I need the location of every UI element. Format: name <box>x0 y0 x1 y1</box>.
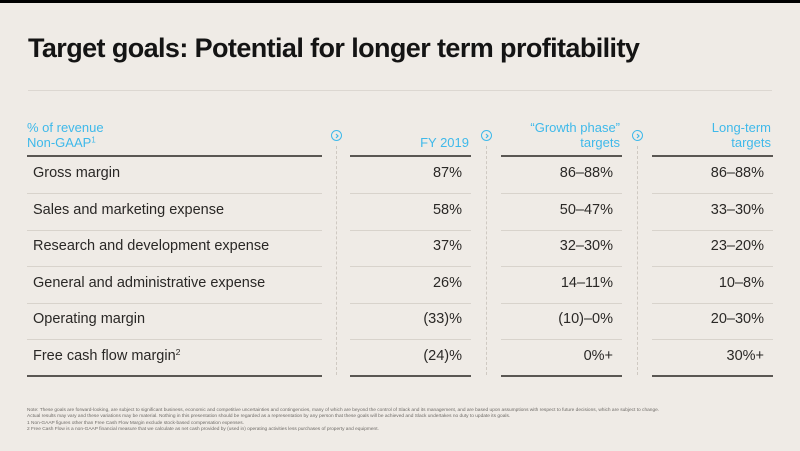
column-header-growth: “Growth phase” targets <box>501 120 620 150</box>
chevron-right-circle-icon[interactable] <box>481 130 492 141</box>
row-label-text: Research and development expense <box>33 238 270 254</box>
row-divider <box>501 266 622 267</box>
cell-growth: 0%+ <box>583 347 613 364</box>
header-label: % of revenue Non-GAAP1 <box>27 120 104 150</box>
title-divider <box>28 90 772 91</box>
row-divider <box>652 339 773 340</box>
row-divider <box>652 193 773 194</box>
header-label-text: Non-GAAP <box>27 135 92 150</box>
row-divider <box>350 266 471 267</box>
row-divider <box>350 302 471 304</box>
chevron-right-circle-icon[interactable] <box>632 130 643 141</box>
cell-longterm: 33–30% <box>710 201 764 218</box>
row-divider <box>350 339 471 340</box>
row-label-text: Operating margin <box>33 311 146 327</box>
row-divider <box>27 302 322 304</box>
bottom-rule <box>501 375 622 377</box>
cell-longterm: 20–30% <box>710 311 764 327</box>
row-divider <box>652 302 773 304</box>
header-label-line-2: Non-GAAP1 <box>27 135 104 150</box>
cell-fy2019: 37% <box>432 238 462 254</box>
column-header-line-1: “Growth phase” <box>530 120 620 135</box>
column-separator <box>336 146 337 375</box>
cell-growth: 86–88% <box>559 165 613 181</box>
cell-fy2019: 26% <box>432 274 462 291</box>
row-divider <box>27 193 322 194</box>
slide-title: Target goals: Potential for longer term … <box>28 33 640 63</box>
row-divider <box>501 302 622 304</box>
row-divider <box>652 266 773 267</box>
footnote-marker: 2 <box>175 346 181 357</box>
column-header-line-2: targets <box>580 135 620 150</box>
bottom-rule <box>350 375 471 377</box>
column-header-longterm: Long-term targets <box>652 120 771 150</box>
cell-growth: 14–11% <box>560 274 613 291</box>
cell-longterm: 10–8% <box>718 274 764 291</box>
bottom-rule <box>652 375 773 377</box>
bottom-rule <box>27 375 322 377</box>
footnote-1: 1 Non-GAAP figures other than Free Cash … <box>27 420 244 426</box>
cell-longterm: 30%+ <box>726 347 765 364</box>
column-header-line-1: Long-term <box>711 120 771 135</box>
column-header-fy2019: FY 2019 <box>350 120 469 150</box>
column-header-line-2: targets <box>731 135 771 150</box>
footnote-marker: 1 <box>91 135 96 145</box>
note-line-1: Note: These goals are forward-looking, a… <box>27 408 660 413</box>
footnotes: Note: These goals are forward-looking, a… <box>27 408 787 433</box>
row-label: Gross margin <box>33 165 120 181</box>
row-divider <box>501 193 622 194</box>
cell-fy2019: (24)% <box>423 347 462 364</box>
row-label-text: General and administrative expense <box>33 274 266 291</box>
cell-growth: 32–30% <box>559 238 613 254</box>
cell-fy2019: 87% <box>432 165 462 181</box>
cell-fy2019: (33)% <box>423 311 462 327</box>
row-divider <box>27 266 322 267</box>
header-rule <box>652 155 773 157</box>
header-rule <box>350 155 471 157</box>
cell-fy2019: 58% <box>432 201 462 218</box>
cell-longterm: 23–20% <box>710 238 764 254</box>
column-separator <box>637 146 638 375</box>
column-separator <box>486 146 487 375</box>
column-header-line-2: FY 2019 <box>420 135 469 150</box>
row-label: General and administrative expense <box>33 275 265 291</box>
row-divider <box>501 229 622 231</box>
slide: Target goals: Potential for longer term … <box>0 3 800 451</box>
row-divider <box>501 339 622 340</box>
row-divider <box>350 229 471 231</box>
footnote-2: 2 Free Cash Flow is a non-GAAP financial… <box>27 426 379 432</box>
cell-longterm: 86–88% <box>710 165 764 181</box>
row-divider <box>27 229 322 231</box>
column-header-line-1 <box>350 120 469 135</box>
row-divider <box>350 193 471 194</box>
row-label: Research and development expense <box>33 238 269 254</box>
row-divider <box>27 339 322 340</box>
header-label-line-1: % of revenue <box>27 120 104 135</box>
cell-growth: 50–47% <box>559 201 613 218</box>
header-rule <box>27 155 322 157</box>
cell-growth: (10)–0% <box>558 311 613 327</box>
header-rule <box>501 155 622 157</box>
row-label: Free cash flow margin2 <box>33 346 181 364</box>
note-line-2: Actual results may vary and these variat… <box>27 414 511 420</box>
row-label: Sales and marketing expense <box>33 202 224 218</box>
row-label: Operating margin <box>33 311 145 327</box>
row-divider <box>652 229 773 231</box>
row-label-text: Sales and marketing expense <box>33 201 225 218</box>
row-label-text: Free cash flow margin <box>33 347 176 364</box>
row-label-text: Gross margin <box>33 165 121 181</box>
chevron-right-circle-icon[interactable] <box>331 130 342 141</box>
